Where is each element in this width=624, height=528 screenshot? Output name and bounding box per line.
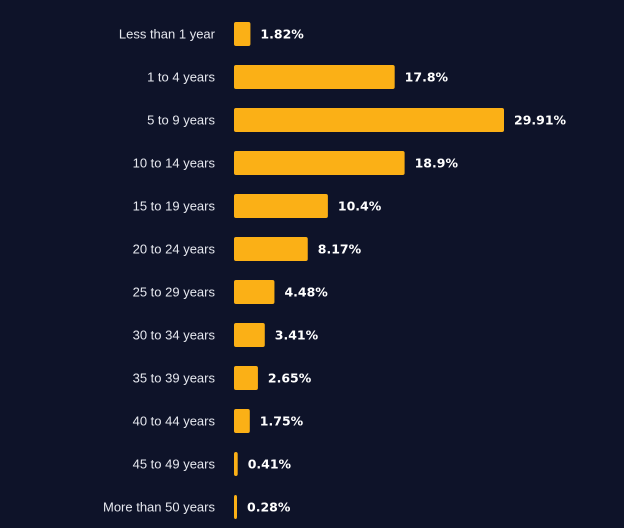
value-label: 1.75% [260,414,304,429]
category-label: 45 to 49 years [133,457,216,472]
category-label: Less than 1 year [119,27,216,42]
bar [234,409,250,433]
category-label: 30 to 34 years [133,328,216,343]
bar [234,366,258,390]
category-label: 10 to 14 years [133,156,216,171]
value-label: 29.91% [514,113,567,128]
bar [234,108,504,132]
bars-group: Less than 1 year 1.82% 1 to 4 years 17.8% 5 … [103,22,567,519]
bar [234,280,275,304]
bar [234,495,237,519]
category-label: 40 to 44 years [133,414,216,429]
category-label: 25 to 29 years [133,285,216,300]
value-label: 18.9% [415,156,459,171]
value-label: 0.28% [247,500,291,515]
category-label: 35 to 39 years [133,371,216,386]
bar [234,151,405,175]
category-label: 1 to 4 years [147,70,215,85]
bar [234,237,308,261]
value-label: 8.17% [318,242,362,257]
value-label: 17.8% [405,70,449,85]
bar [234,194,328,218]
value-label: 3.41% [275,328,319,343]
category-label: 5 to 9 years [147,113,215,128]
value-label: 4.48% [284,285,328,300]
category-label: More than 50 years [103,500,216,515]
bar [234,452,238,476]
value-label: 2.65% [268,371,312,386]
value-label: 1.82% [260,27,304,42]
bar [234,323,265,347]
value-label: 10.4% [338,199,382,214]
value-label: 0.41% [248,457,292,472]
category-label: 15 to 19 years [133,199,216,214]
bar [234,65,395,89]
bar [234,22,251,46]
category-label: 20 to 24 years [133,242,216,257]
